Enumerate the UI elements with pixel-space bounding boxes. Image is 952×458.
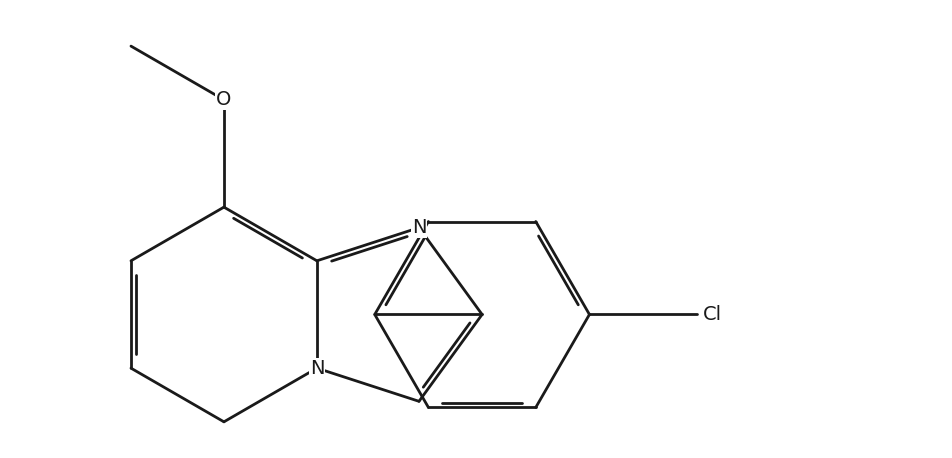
Text: N: N xyxy=(412,218,426,237)
Text: Cl: Cl xyxy=(704,305,723,324)
Text: O: O xyxy=(216,90,231,109)
Text: N: N xyxy=(309,359,324,378)
